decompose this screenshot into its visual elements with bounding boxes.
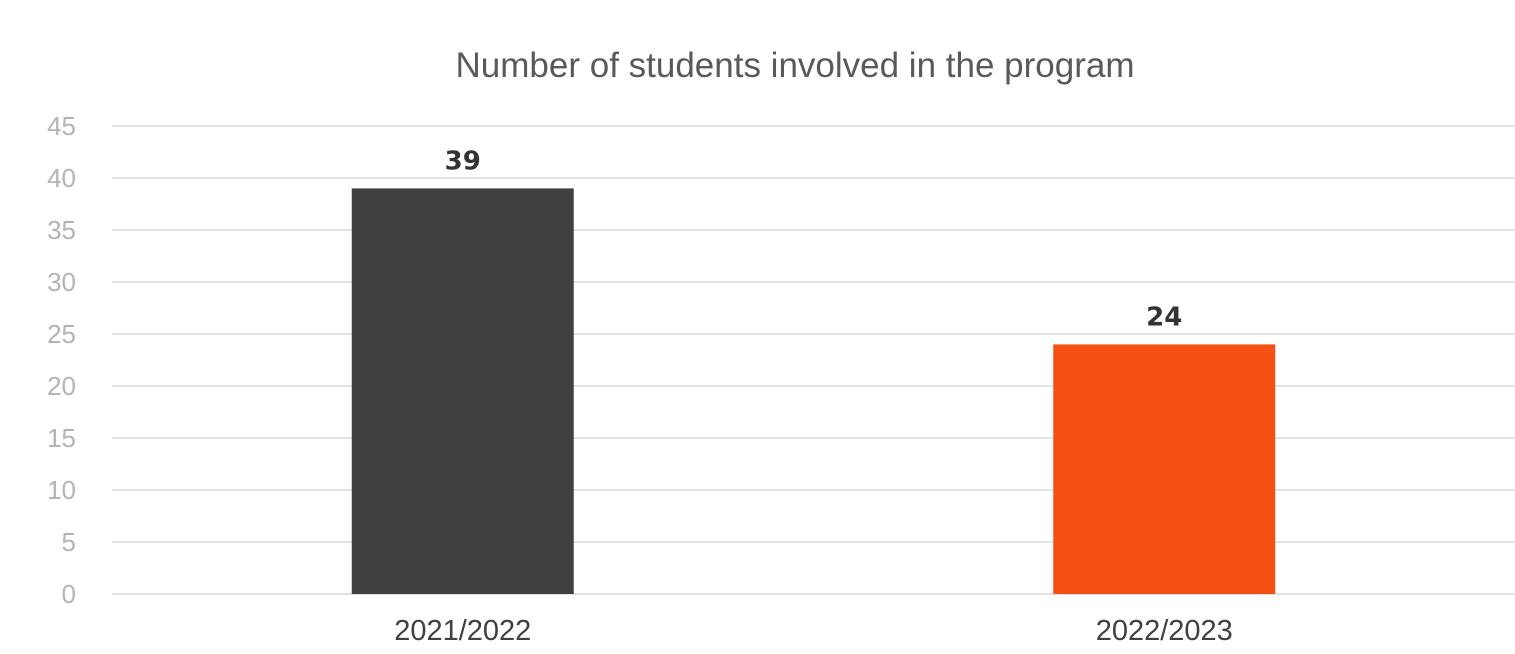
gridlines — [112, 125, 1515, 595]
bars — [351, 188, 1276, 594]
y-tick-label: 30 — [47, 267, 76, 297]
bar — [351, 188, 574, 594]
y-tick-label: 45 — [47, 111, 76, 141]
data-labels: 39 24 — [445, 146, 1183, 332]
x-tick-label: 2022/2023 — [1096, 615, 1233, 647]
data-label: 39 — [445, 146, 481, 176]
y-tick-label: 20 — [47, 371, 76, 401]
y-tick-label: 25 — [47, 319, 76, 349]
bar — [1053, 344, 1276, 594]
y-tick-label: 40 — [47, 163, 76, 193]
y-tick-label: 15 — [47, 423, 76, 453]
y-axis: 0 5 10 15 20 25 30 35 40 45 — [47, 111, 76, 609]
y-tick-label: 5 — [62, 527, 76, 557]
y-tick-label: 10 — [47, 475, 76, 505]
data-label: 24 — [1146, 302, 1182, 332]
x-axis: 2021/2022 2022/2023 — [394, 615, 1233, 647]
y-tick-label: 0 — [62, 579, 76, 609]
y-tick-label: 35 — [47, 215, 76, 245]
chart-title: Number of students involved in the progr… — [456, 46, 1135, 85]
x-tick-label: 2021/2022 — [394, 615, 531, 647]
